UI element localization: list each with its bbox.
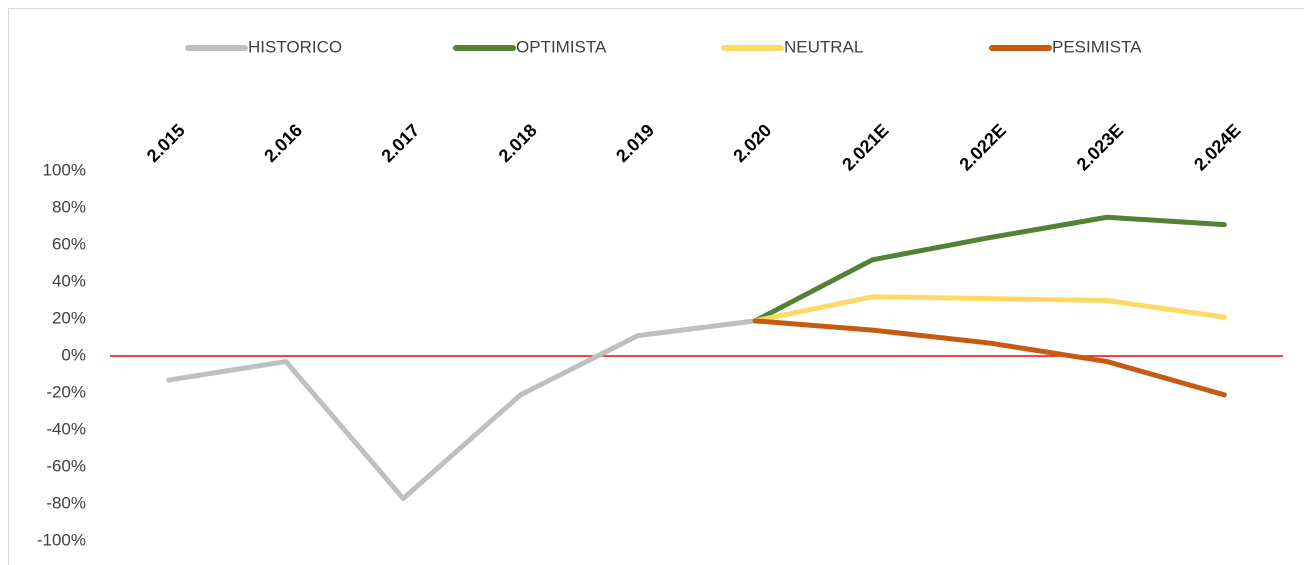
y-tick-label: -40%: [46, 419, 86, 438]
legend-label: HISTORICO: [248, 37, 342, 56]
y-tick-label: 0%: [61, 345, 86, 364]
x-tick-label: 2.019: [612, 120, 658, 166]
series-line: [752, 318, 1227, 398]
y-tick-label: -20%: [46, 382, 86, 401]
series-line: [752, 294, 1227, 324]
y-tick-label: 20%: [52, 308, 86, 327]
y-tick-label: -80%: [46, 493, 86, 512]
x-tick-label: 2.015: [143, 120, 189, 166]
series-line: [752, 214, 1227, 324]
x-tick-label: 2.024E: [1190, 120, 1244, 174]
x-tick-label: 2.018: [495, 120, 541, 166]
x-tick-label: 2.017: [377, 120, 423, 166]
legend-label: OPTIMISTA: [516, 37, 607, 56]
chart-border: [8, 8, 1304, 565]
x-tick-label: 2.016: [260, 120, 306, 166]
x-tick-label: 2.021E: [838, 120, 892, 174]
y-tick-label: -60%: [46, 456, 86, 475]
y-tick-label: 100%: [43, 160, 86, 179]
y-tick-label: 40%: [52, 271, 86, 290]
x-tick-label: 2.022E: [955, 120, 1009, 174]
x-tick-label: 2.023E: [1073, 120, 1127, 174]
x-tick-label: 2.020: [729, 120, 775, 166]
y-tick-label: 80%: [52, 197, 86, 216]
legend-label: PESIMISTA: [1052, 37, 1142, 56]
y-tick-label: -100%: [37, 530, 86, 549]
series-line: [166, 318, 758, 501]
legend-label: NEUTRAL: [784, 37, 863, 56]
y-tick-label: 60%: [52, 234, 86, 253]
